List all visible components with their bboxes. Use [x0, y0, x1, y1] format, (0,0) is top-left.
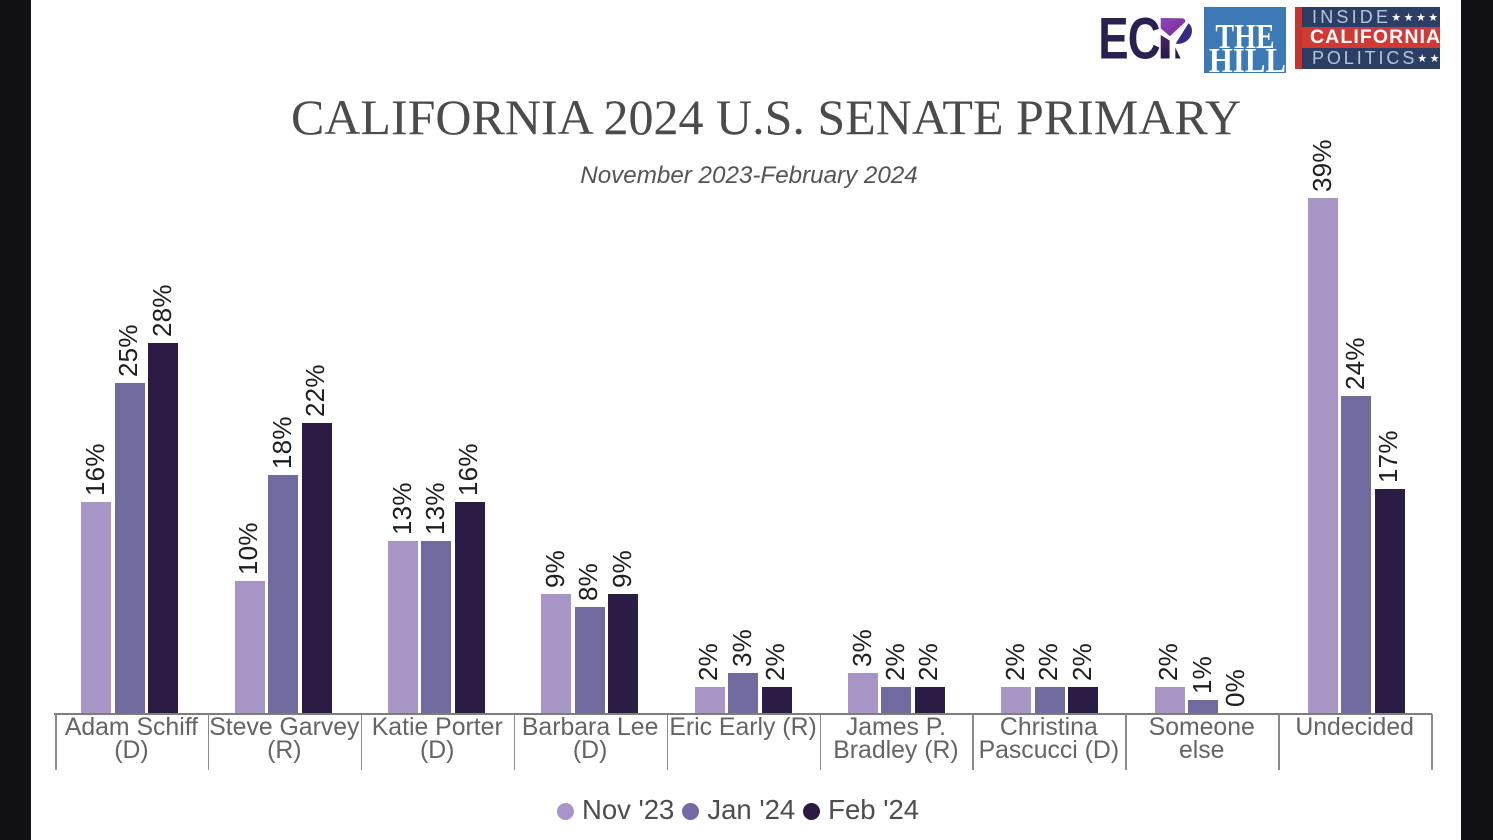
svg-text:EC: EC — [1098, 12, 1160, 62]
